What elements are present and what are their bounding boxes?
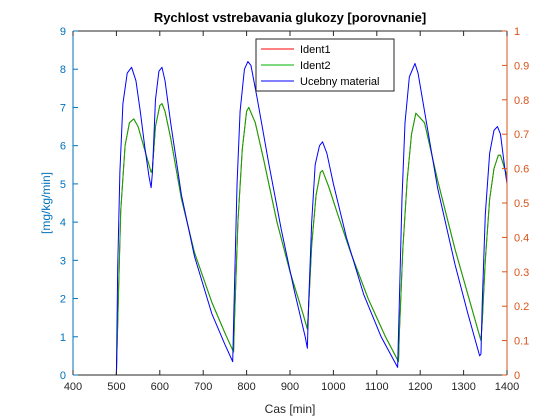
y-left-tick-label: 1 bbox=[60, 332, 66, 344]
y-left-tick-label: 7 bbox=[60, 102, 66, 114]
x-tick-label: 800 bbox=[237, 381, 255, 393]
y-right-tick-label: 0.6 bbox=[514, 164, 529, 176]
chart-title: Rychlost vstrebavania glukozy [porovnani… bbox=[154, 10, 426, 25]
series-layer bbox=[115, 61, 508, 376]
y-right-tick-label: 0.2 bbox=[514, 301, 529, 313]
x-tick-label: 600 bbox=[151, 381, 169, 393]
x-tick-label: 1000 bbox=[321, 381, 345, 393]
x-tick-label: 400 bbox=[64, 381, 82, 393]
x-tick-label: 1100 bbox=[365, 381, 389, 393]
axes-layer: 400 500 600 700 800 900 1000 1100 1200 1300 140001… bbox=[60, 26, 529, 393]
x-tick-label: 1300 bbox=[451, 381, 475, 393]
legend: Ident1 Ident2 Ucebny material bbox=[255, 38, 395, 92]
y-left-tick-label: 9 bbox=[60, 26, 66, 38]
y-left-tick-label: 0 bbox=[60, 370, 66, 382]
x-tick-label: 500 bbox=[107, 381, 125, 393]
x-tick-label: 1400 bbox=[495, 381, 519, 393]
y-right-tick-label: 0.9 bbox=[514, 60, 529, 72]
y-left-tick-label: 3 bbox=[60, 255, 66, 267]
y-right-tick-label: 0.5 bbox=[514, 198, 529, 210]
legend-label: Ident2 bbox=[300, 60, 331, 72]
y-left-tick-label: 8 bbox=[60, 64, 66, 76]
y-right-tick-label: 0.4 bbox=[514, 232, 529, 244]
y-right-tick-label: 0.8 bbox=[514, 95, 529, 107]
legend-label: Ident1 bbox=[300, 44, 331, 56]
x-tick-label: 1200 bbox=[408, 381, 432, 393]
y-right-tick-label: 0.7 bbox=[514, 129, 529, 141]
y-right-tick-label: 0.1 bbox=[514, 336, 529, 348]
y-right-tick-label: 1 bbox=[514, 26, 520, 38]
series-line-3 bbox=[115, 61, 508, 376]
y-left-tick-label: 2 bbox=[60, 294, 66, 306]
x-tick-label: 900 bbox=[281, 381, 299, 393]
y-left-tick-label: 5 bbox=[60, 179, 66, 191]
y-left-tick-label: 4 bbox=[60, 217, 66, 229]
y-right-tick-label: 0 bbox=[514, 370, 520, 382]
y-left-tick-label: 6 bbox=[60, 141, 66, 153]
x-tick-label: 700 bbox=[194, 381, 212, 393]
y-right-tick-label: 0.3 bbox=[514, 267, 529, 279]
legend-label: Ucebny material bbox=[300, 76, 379, 88]
y-axis-label-left: [mg/kg/min] bbox=[39, 172, 53, 234]
x-axis-label: Cas [min] bbox=[265, 402, 316, 416]
